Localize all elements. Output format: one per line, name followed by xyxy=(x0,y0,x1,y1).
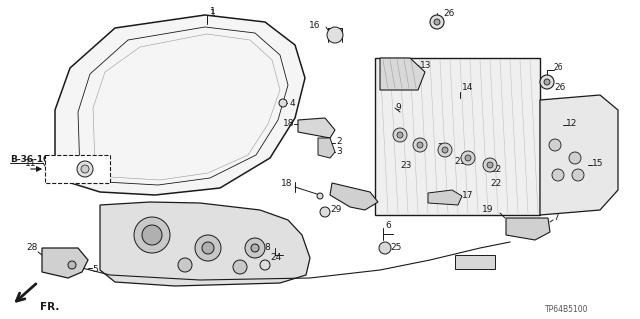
Text: 20: 20 xyxy=(437,144,449,152)
Polygon shape xyxy=(55,15,305,195)
Circle shape xyxy=(81,165,89,173)
Text: 10: 10 xyxy=(358,196,369,204)
Circle shape xyxy=(134,217,170,253)
Circle shape xyxy=(434,19,440,25)
Circle shape xyxy=(413,138,427,152)
Polygon shape xyxy=(375,58,540,215)
Text: 25: 25 xyxy=(390,242,401,251)
Circle shape xyxy=(260,260,270,270)
Circle shape xyxy=(317,193,323,199)
Circle shape xyxy=(417,142,423,148)
Text: B-36-10: B-36-10 xyxy=(10,155,49,165)
Text: 29: 29 xyxy=(330,205,341,214)
Circle shape xyxy=(78,163,88,173)
Text: 24: 24 xyxy=(270,254,281,263)
Text: 14: 14 xyxy=(462,84,474,93)
Circle shape xyxy=(438,143,452,157)
Text: 18: 18 xyxy=(280,179,292,188)
Circle shape xyxy=(540,75,554,89)
Text: 18: 18 xyxy=(282,120,294,129)
Text: FR.: FR. xyxy=(40,302,60,312)
Text: 1: 1 xyxy=(210,9,216,18)
Text: 26: 26 xyxy=(554,84,565,93)
Text: 1: 1 xyxy=(210,8,216,17)
Circle shape xyxy=(487,162,493,168)
Polygon shape xyxy=(42,248,88,278)
Circle shape xyxy=(544,79,550,85)
Text: 15: 15 xyxy=(592,159,604,167)
Circle shape xyxy=(393,128,407,142)
Text: 27: 27 xyxy=(89,161,100,170)
Text: 4: 4 xyxy=(290,99,296,108)
Polygon shape xyxy=(428,190,462,205)
Text: 28: 28 xyxy=(27,243,38,253)
Circle shape xyxy=(572,169,584,181)
Text: 5: 5 xyxy=(92,265,98,275)
Text: 2: 2 xyxy=(336,137,342,145)
Circle shape xyxy=(465,155,471,161)
Text: 8: 8 xyxy=(264,242,270,251)
Circle shape xyxy=(195,235,221,261)
Text: 22: 22 xyxy=(490,179,501,188)
Circle shape xyxy=(68,261,76,269)
Polygon shape xyxy=(330,183,378,210)
Circle shape xyxy=(569,152,581,164)
Text: 22: 22 xyxy=(490,166,501,174)
Text: 11: 11 xyxy=(24,159,36,167)
Circle shape xyxy=(483,158,497,172)
Circle shape xyxy=(142,225,162,245)
Text: 6: 6 xyxy=(385,220,391,229)
Text: 23: 23 xyxy=(400,161,412,170)
Circle shape xyxy=(279,99,287,107)
Circle shape xyxy=(178,258,192,272)
Text: 17: 17 xyxy=(462,191,474,201)
Circle shape xyxy=(397,132,403,138)
Polygon shape xyxy=(100,202,310,286)
Text: 26: 26 xyxy=(443,9,454,18)
Circle shape xyxy=(77,161,93,177)
Text: 9: 9 xyxy=(395,102,401,112)
Text: 19: 19 xyxy=(481,205,493,214)
Text: TP64B5100: TP64B5100 xyxy=(545,306,588,315)
Circle shape xyxy=(549,139,561,151)
Circle shape xyxy=(442,147,448,153)
Circle shape xyxy=(245,238,265,258)
Text: 21: 21 xyxy=(454,158,465,167)
Text: 13: 13 xyxy=(420,61,431,70)
Text: 12: 12 xyxy=(566,118,577,128)
Polygon shape xyxy=(540,95,618,215)
Circle shape xyxy=(327,27,343,43)
Text: 16: 16 xyxy=(308,20,320,29)
Polygon shape xyxy=(318,138,335,158)
Polygon shape xyxy=(506,218,550,240)
Circle shape xyxy=(430,15,444,29)
Circle shape xyxy=(461,151,475,165)
Text: 3: 3 xyxy=(336,147,342,157)
Circle shape xyxy=(379,242,391,254)
Bar xyxy=(455,255,495,269)
Text: 26: 26 xyxy=(554,63,564,72)
Circle shape xyxy=(552,169,564,181)
Polygon shape xyxy=(298,118,335,138)
Text: 7: 7 xyxy=(553,213,559,222)
Text: 13: 13 xyxy=(410,65,422,75)
Circle shape xyxy=(233,260,247,274)
Polygon shape xyxy=(380,58,425,90)
Bar xyxy=(45,155,110,183)
Circle shape xyxy=(202,242,214,254)
Circle shape xyxy=(320,207,330,217)
Circle shape xyxy=(251,244,259,252)
